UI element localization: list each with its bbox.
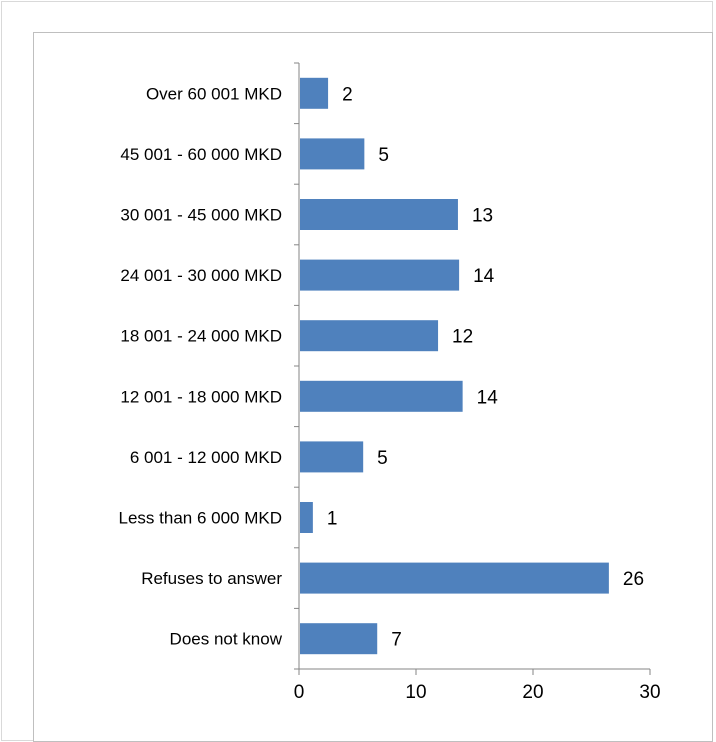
- data-label: 5: [377, 448, 388, 469]
- bar: [300, 380, 463, 412]
- x-tick-label: 10: [405, 682, 426, 703]
- category-label: Less than 6 000 MKD: [119, 509, 282, 528]
- data-label: 12: [452, 327, 473, 348]
- x-tick-label: 0: [294, 682, 305, 703]
- data-label: 5: [378, 145, 389, 166]
- bar: [300, 138, 365, 170]
- data-label: 14: [473, 266, 495, 287]
- category-label: 45 001 - 60 000 MKD: [120, 145, 282, 164]
- category-label: 18 001 - 24 000 MKD: [120, 327, 282, 346]
- bar: [300, 77, 329, 109]
- bar: [300, 259, 460, 291]
- data-label: 14: [477, 387, 499, 408]
- data-label: 1: [327, 509, 338, 530]
- category-label: Over 60 001 MKD: [146, 84, 282, 103]
- category-label: 24 001 - 30 000 MKD: [120, 266, 282, 285]
- category-label: Refuses to answer: [141, 569, 282, 588]
- data-label: 26: [623, 569, 644, 590]
- x-tick-label: 30: [639, 682, 660, 703]
- category-label: Does not know: [170, 630, 283, 649]
- bar: [300, 562, 609, 594]
- bar: [300, 199, 458, 230]
- data-label: 13: [472, 206, 493, 227]
- bar: [300, 320, 439, 352]
- bar-chart: 0 10 20 30 Over 60 001 MKD 2 45 001 - 60 000 M…: [119, 62, 661, 703]
- data-label: 7: [391, 630, 402, 651]
- x-tick-label: 20: [522, 682, 543, 703]
- category-label: 12 001 - 18 000 MKD: [120, 387, 282, 406]
- bar: [300, 623, 378, 655]
- bar: [300, 441, 364, 473]
- data-label: 2: [342, 84, 353, 105]
- bar: [300, 502, 313, 533]
- category-label: 6 001 - 12 000 MKD: [130, 448, 282, 467]
- category-label: 30 001 - 45 000 MKD: [120, 206, 282, 225]
